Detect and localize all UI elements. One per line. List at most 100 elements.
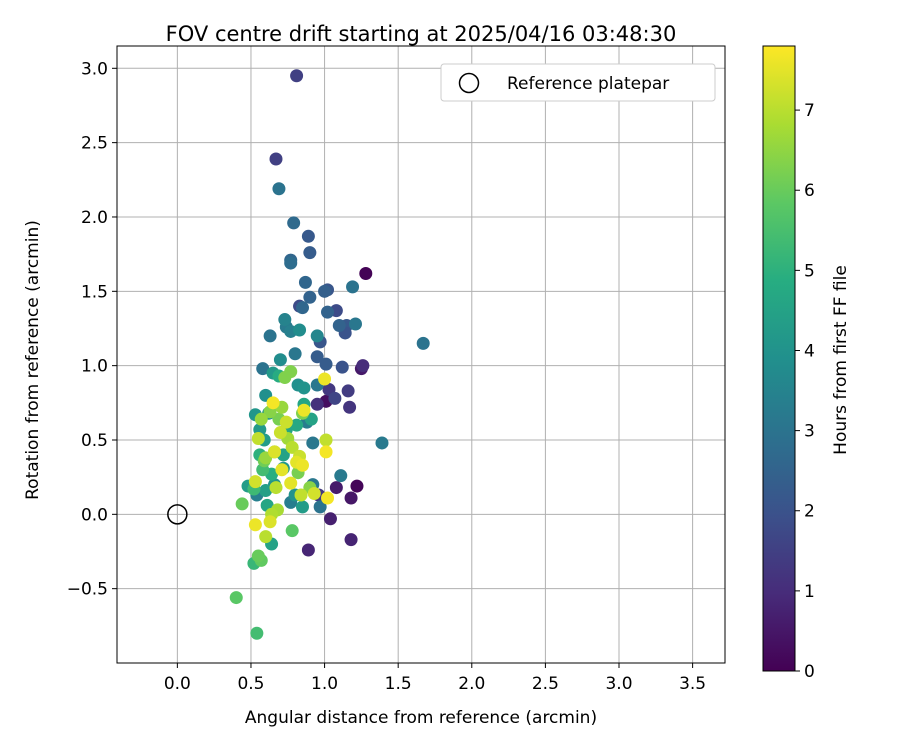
legend-box	[440, 63, 716, 102]
data-point	[295, 458, 309, 472]
data-point	[294, 488, 308, 502]
colorbar-tick-label: 0	[804, 662, 815, 682]
data-point	[248, 518, 262, 532]
data-point	[259, 530, 273, 544]
x-tick-label: 0.0	[164, 674, 191, 694]
colorbar-tick-label: 1	[804, 582, 815, 602]
data-point	[273, 426, 287, 440]
data-point	[334, 469, 348, 483]
data-point	[356, 359, 370, 373]
colorbar-ticks: 0 1 2 3 4 5 6 7	[795, 101, 815, 682]
data-point	[263, 329, 277, 343]
reference-platepar-marker	[167, 504, 188, 525]
data-point	[275, 463, 289, 477]
data-point	[335, 360, 349, 374]
data-point	[254, 412, 268, 426]
legend-reference-marker	[458, 72, 480, 94]
data-point	[272, 182, 286, 196]
data-point	[248, 475, 262, 489]
data-point	[310, 397, 324, 411]
data-point	[269, 152, 283, 166]
legend: Reference platepar	[440, 63, 716, 102]
data-point	[263, 515, 277, 529]
data-point	[279, 415, 293, 429]
colorbar-tick-label: 7	[804, 101, 815, 121]
data-point	[268, 445, 282, 459]
y-tick-label: 3.0	[81, 59, 108, 79]
data-point	[319, 357, 333, 371]
colorbar: 0 1 2 3 4 5 6 7 Hours from first FF file	[762, 45, 851, 682]
data-point	[290, 418, 304, 432]
data-point	[295, 301, 309, 315]
colorbar-tick-label: 5	[804, 261, 815, 281]
x-axis-ticks: 0.0 0.5 1.0 1.5 2.0 2.5 3.0 3.5	[164, 663, 706, 694]
data-point	[284, 365, 298, 379]
colorbar-tick-label: 4	[804, 341, 815, 361]
data-point	[235, 497, 249, 511]
y-tick-label: −0.5	[67, 580, 108, 600]
colorbar-tick-label: 2	[804, 502, 815, 522]
data-point	[341, 384, 355, 398]
data-point	[285, 440, 299, 454]
colorbar-gradient	[762, 45, 796, 672]
x-tick-label: 3.5	[679, 674, 706, 694]
x-tick-label: 2.0	[458, 674, 485, 694]
data-point	[306, 436, 320, 450]
y-tick-label: 0.0	[81, 505, 108, 525]
colorbar-tick-label: 3	[804, 422, 815, 442]
data-points	[167, 69, 430, 640]
data-point	[329, 481, 343, 495]
y-tick-label: 0.5	[81, 431, 108, 451]
y-tick-label: 2.5	[81, 134, 108, 154]
data-point	[303, 246, 317, 260]
x-tick-label: 2.5	[532, 674, 559, 694]
data-point	[297, 381, 311, 395]
data-point	[288, 347, 302, 361]
y-axis-label: Rotation from reference (arcmin)	[23, 220, 43, 500]
data-point	[313, 500, 327, 514]
data-point	[328, 391, 342, 405]
legend-entry-reference: Reference platepar	[507, 74, 669, 94]
data-point	[301, 229, 315, 243]
data-point	[323, 512, 337, 526]
data-point	[310, 329, 324, 343]
x-tick-label: 3.0	[605, 674, 632, 694]
x-tick-label: 1.0	[311, 674, 338, 694]
data-point	[229, 591, 243, 605]
data-point	[297, 403, 311, 417]
data-point	[344, 491, 358, 505]
data-point	[295, 500, 309, 514]
y-tick-label: 1.5	[81, 282, 108, 302]
colorbar-label: Hours from first FF file	[831, 265, 851, 455]
data-point	[256, 362, 270, 376]
data-point	[318, 284, 332, 298]
plot-frame	[116, 45, 726, 664]
y-tick-label: 1.0	[81, 357, 108, 377]
colorbar-tick-label: 6	[804, 181, 815, 201]
data-point	[250, 626, 264, 640]
data-point	[359, 266, 373, 280]
x-tick-label: 1.5	[385, 674, 412, 694]
data-point	[343, 400, 357, 414]
data-point	[266, 396, 280, 410]
data-point	[321, 305, 335, 319]
data-point	[284, 256, 298, 270]
data-point	[350, 479, 364, 493]
data-point	[259, 484, 273, 498]
data-point	[285, 524, 299, 538]
data-point	[290, 69, 304, 83]
data-point	[321, 491, 335, 505]
y-tick-label: 2.0	[81, 208, 108, 228]
x-axis-label: Angular distance from reference (arcmin)	[245, 708, 597, 728]
grid-lines	[117, 46, 725, 663]
data-point	[344, 533, 358, 547]
data-point	[269, 481, 283, 495]
data-point	[284, 476, 298, 490]
data-point	[319, 433, 333, 447]
data-point	[375, 436, 389, 450]
data-point	[301, 543, 315, 557]
data-point	[310, 350, 324, 364]
data-point	[298, 275, 312, 289]
data-point	[348, 317, 362, 331]
